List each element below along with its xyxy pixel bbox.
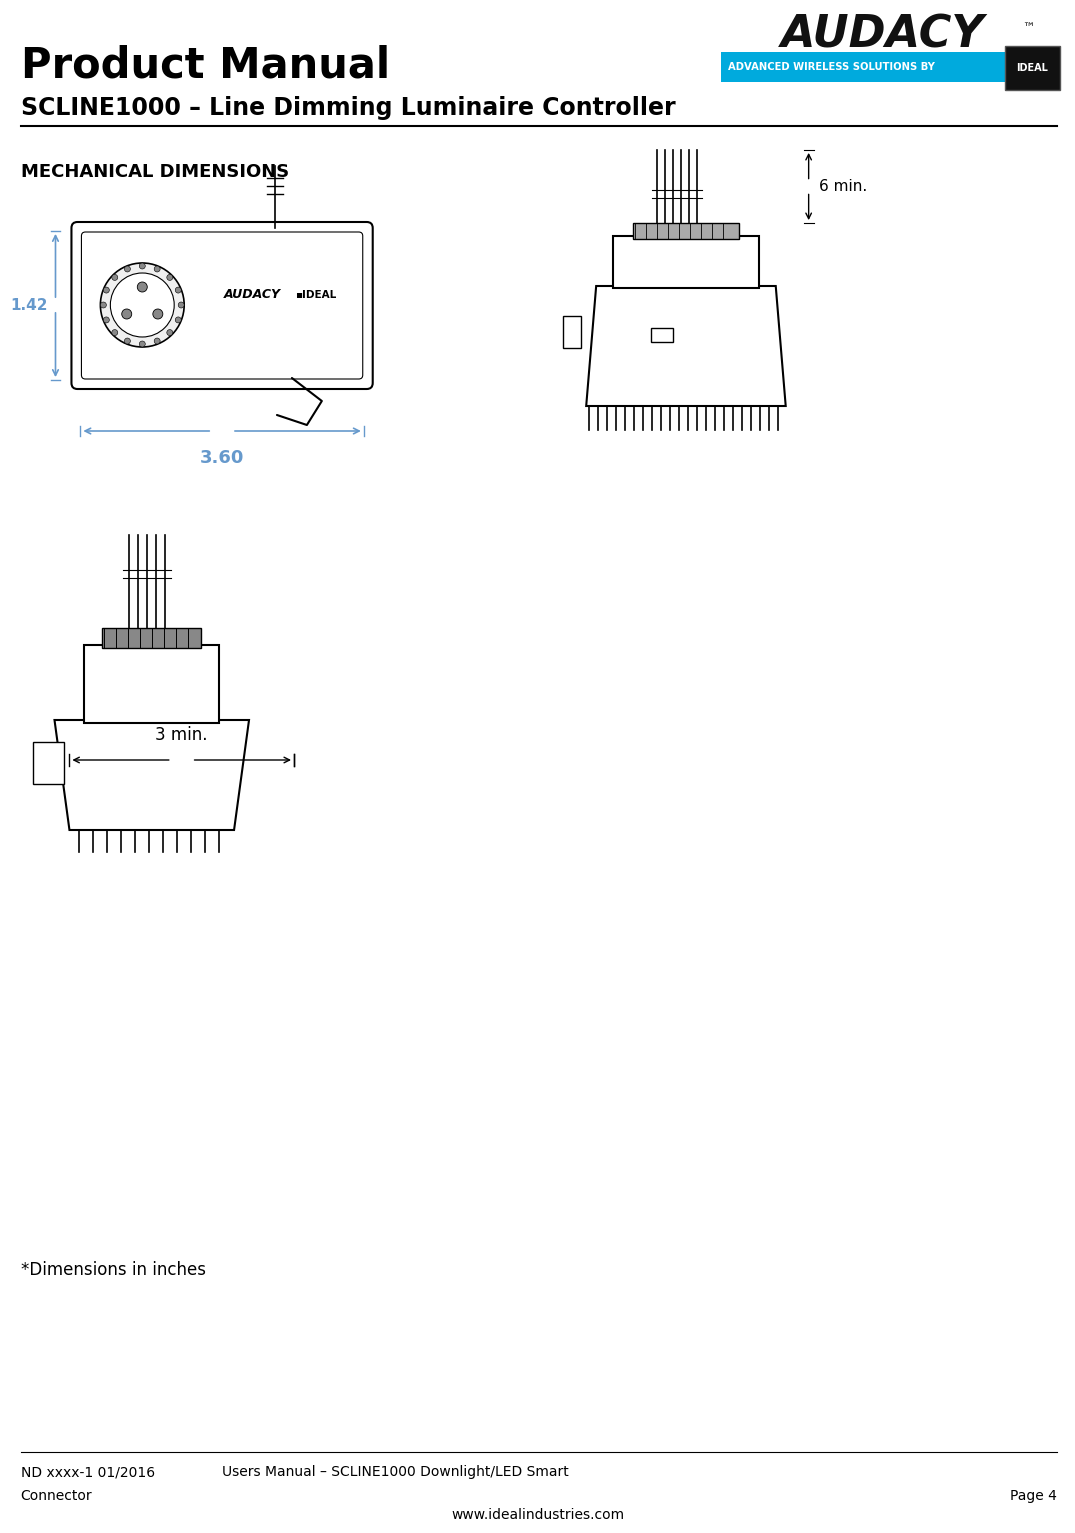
Bar	[613, 236, 759, 288]
Text: MECHANICAL DIMENSIONS: MECHANICAL DIMENSIONS	[20, 162, 289, 181]
Text: Connector: Connector	[20, 1489, 92, 1502]
Circle shape	[140, 340, 145, 346]
Circle shape	[178, 302, 184, 308]
Circle shape	[153, 310, 162, 319]
Text: ADVANCED WIRELESS SOLUTIONS BY: ADVANCED WIRELESS SOLUTIONS BY	[728, 61, 935, 72]
Circle shape	[154, 339, 160, 343]
Circle shape	[154, 265, 160, 271]
Circle shape	[125, 339, 130, 343]
FancyBboxPatch shape	[71, 222, 373, 389]
Polygon shape	[586, 287, 786, 406]
Circle shape	[138, 282, 147, 291]
Text: Product Manual: Product Manual	[20, 44, 390, 86]
Circle shape	[100, 264, 184, 346]
Text: 3.60: 3.60	[200, 449, 244, 468]
Text: 3 min.: 3 min.	[156, 727, 207, 744]
Circle shape	[140, 264, 145, 268]
Circle shape	[167, 330, 173, 336]
Bar	[633, 222, 739, 239]
Circle shape	[167, 274, 173, 281]
Text: ND xxxx-1 01/2016: ND xxxx-1 01/2016	[20, 1466, 155, 1479]
FancyBboxPatch shape	[721, 52, 1005, 81]
FancyBboxPatch shape	[82, 231, 362, 379]
Text: ™: ™	[1022, 21, 1034, 35]
Bar	[563, 316, 582, 348]
Bar	[85, 645, 219, 724]
Bar	[651, 328, 673, 342]
Circle shape	[121, 310, 132, 319]
Text: AUDACY: AUDACY	[780, 14, 985, 57]
Bar	[32, 742, 64, 783]
Circle shape	[103, 317, 110, 323]
Circle shape	[175, 317, 182, 323]
Text: www.idealindustries.com: www.idealindustries.com	[452, 1508, 625, 1522]
Text: Page 4: Page 4	[1010, 1489, 1057, 1502]
Text: IDEAL: IDEAL	[1016, 63, 1048, 74]
Circle shape	[100, 302, 106, 308]
Text: ▪IDEAL: ▪IDEAL	[295, 290, 336, 300]
FancyBboxPatch shape	[1005, 46, 1060, 90]
Text: AUDACY: AUDACY	[224, 288, 281, 302]
Text: SCLINE1000 – Line Dimming Luminaire Controller: SCLINE1000 – Line Dimming Luminaire Cont…	[20, 97, 675, 120]
Bar	[102, 629, 201, 648]
Circle shape	[112, 274, 118, 281]
Text: *Dimensions in inches: *Dimensions in inches	[20, 1262, 205, 1279]
Circle shape	[111, 273, 174, 337]
Text: Users Manual – SCLINE1000 Downlight/LED Smart: Users Manual – SCLINE1000 Downlight/LED …	[223, 1466, 569, 1479]
Polygon shape	[55, 721, 249, 829]
Circle shape	[112, 330, 118, 336]
Text: 1.42: 1.42	[10, 297, 47, 313]
Circle shape	[103, 287, 110, 293]
Circle shape	[175, 287, 182, 293]
Circle shape	[125, 265, 130, 271]
Text: 6 min.: 6 min.	[819, 179, 866, 195]
